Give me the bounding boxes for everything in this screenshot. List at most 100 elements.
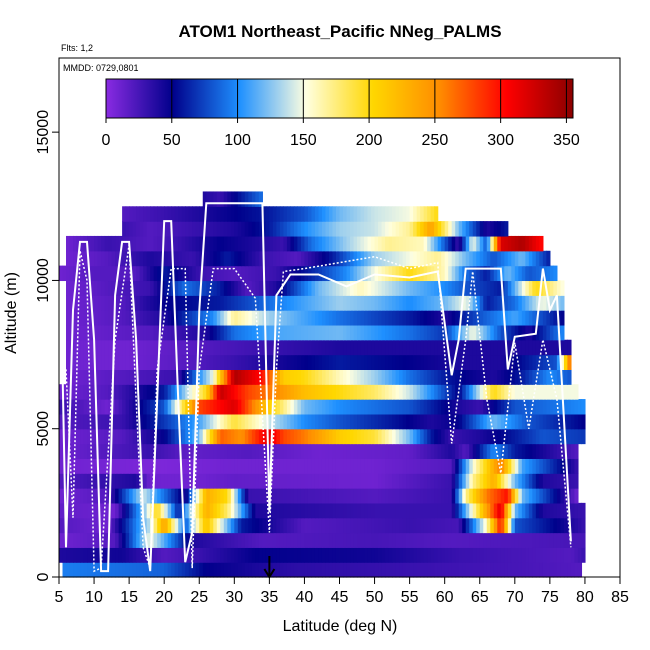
heatmap-cell bbox=[528, 265, 533, 282]
heatmap-cell bbox=[297, 250, 302, 267]
heatmap-cell bbox=[490, 517, 495, 534]
heatmap-cell bbox=[59, 458, 64, 474]
heatmap-cell bbox=[423, 413, 428, 430]
heatmap-cell bbox=[364, 502, 369, 519]
heatmap-cell bbox=[188, 280, 193, 296]
heatmap-cell bbox=[525, 384, 530, 400]
heatmap-cell bbox=[66, 547, 71, 563]
heatmap-cell bbox=[241, 502, 246, 519]
heatmap-cell bbox=[469, 502, 474, 519]
heatmap-cell bbox=[80, 399, 85, 415]
heatmap-cell bbox=[146, 324, 151, 341]
heatmap-cell bbox=[318, 532, 323, 548]
heatmap-cell bbox=[570, 428, 576, 445]
heatmap-cell bbox=[248, 221, 253, 237]
heatmap-cell bbox=[297, 488, 302, 504]
heatmap-cell bbox=[139, 295, 144, 311]
heatmap-cell bbox=[458, 488, 463, 504]
heatmap-cell bbox=[251, 473, 256, 489]
heatmap-cell bbox=[339, 310, 344, 326]
heatmap-cell bbox=[146, 413, 151, 430]
heatmap-cell bbox=[83, 324, 88, 341]
heatmap-cell bbox=[178, 488, 183, 504]
heatmap-cell bbox=[293, 235, 299, 252]
heatmap-cell bbox=[518, 532, 523, 548]
heatmap-cell bbox=[104, 562, 109, 578]
heatmap-cell bbox=[402, 532, 407, 548]
heatmap-cell bbox=[504, 517, 509, 534]
heatmap-cell bbox=[563, 428, 569, 445]
heatmap-cell bbox=[535, 339, 540, 356]
heatmap-cell bbox=[455, 235, 460, 252]
heatmap-cell bbox=[479, 235, 484, 252]
heatmap-cell bbox=[139, 547, 144, 563]
heatmap-cell bbox=[115, 324, 120, 341]
heatmap-cell bbox=[139, 354, 144, 370]
heatmap-cell bbox=[101, 547, 106, 563]
heatmap-cell bbox=[248, 443, 253, 459]
heatmap-cell bbox=[160, 354, 165, 370]
heatmap-cell bbox=[164, 413, 169, 430]
heatmap-cell bbox=[258, 473, 263, 489]
heatmap-cell bbox=[511, 532, 516, 548]
heatmap-cell bbox=[251, 428, 256, 445]
heatmap-cell bbox=[406, 354, 411, 370]
heatmap-cell bbox=[423, 310, 428, 326]
heatmap-cell bbox=[364, 369, 369, 385]
heatmap-cell bbox=[237, 280, 242, 296]
heatmap-cell bbox=[62, 562, 67, 578]
heatmap-cell bbox=[181, 458, 186, 474]
heatmap-cell bbox=[87, 488, 92, 504]
heatmap-cell bbox=[269, 532, 274, 548]
heatmap-cell bbox=[392, 221, 397, 237]
heatmap-cell bbox=[157, 310, 162, 326]
heatmap-cell bbox=[269, 280, 274, 296]
heatmap-cell bbox=[409, 206, 414, 222]
heatmap-cell bbox=[350, 517, 355, 534]
heatmap-cell bbox=[80, 295, 85, 311]
heatmap-cell bbox=[300, 517, 306, 534]
heatmap-cell bbox=[181, 488, 186, 504]
heatmap-cell bbox=[448, 443, 453, 459]
heatmap-cell bbox=[164, 443, 169, 459]
heatmap-cell bbox=[87, 532, 92, 548]
heatmap-cell bbox=[392, 369, 397, 385]
heatmap-cell bbox=[385, 413, 390, 430]
heatmap-cell bbox=[339, 235, 344, 252]
heatmap-cell bbox=[532, 502, 537, 519]
heatmap-cell bbox=[444, 399, 449, 415]
heatmap-cell bbox=[178, 502, 183, 519]
heatmap-cell bbox=[122, 280, 127, 296]
heatmap-cell bbox=[199, 473, 204, 489]
heatmap-cell bbox=[521, 354, 526, 370]
heatmap-cell bbox=[83, 384, 88, 400]
heatmap-cell bbox=[444, 235, 449, 252]
heatmap-cell bbox=[115, 532, 120, 548]
heatmap-cell bbox=[437, 310, 442, 326]
heatmap-cell bbox=[76, 428, 81, 445]
heatmap-cell bbox=[427, 413, 432, 430]
heatmap-cell bbox=[328, 295, 334, 311]
heatmap-cell bbox=[209, 399, 214, 415]
heatmap-cell bbox=[279, 384, 284, 400]
heatmap-cell bbox=[528, 488, 533, 504]
heatmap-cell bbox=[220, 443, 225, 459]
heatmap-cell bbox=[300, 206, 306, 222]
heatmap-cell bbox=[129, 517, 134, 534]
heatmap-cell bbox=[160, 280, 165, 296]
heatmap-cell bbox=[230, 399, 235, 415]
heatmap-cell bbox=[265, 502, 270, 519]
heatmap-cell bbox=[395, 473, 400, 489]
heatmap-cell bbox=[357, 295, 362, 311]
heatmap-cell bbox=[216, 191, 221, 207]
heatmap-cell bbox=[174, 517, 179, 534]
heatmap-cell bbox=[339, 413, 344, 430]
heatmap-cell bbox=[455, 458, 460, 474]
heatmap-cell bbox=[171, 310, 176, 326]
heatmap-cell bbox=[402, 295, 407, 311]
heatmap-cell bbox=[444, 280, 449, 296]
heatmap-cell bbox=[441, 324, 446, 341]
heatmap-cell bbox=[213, 280, 218, 296]
heatmap-cell bbox=[448, 250, 453, 267]
heatmap-cell bbox=[157, 221, 162, 237]
